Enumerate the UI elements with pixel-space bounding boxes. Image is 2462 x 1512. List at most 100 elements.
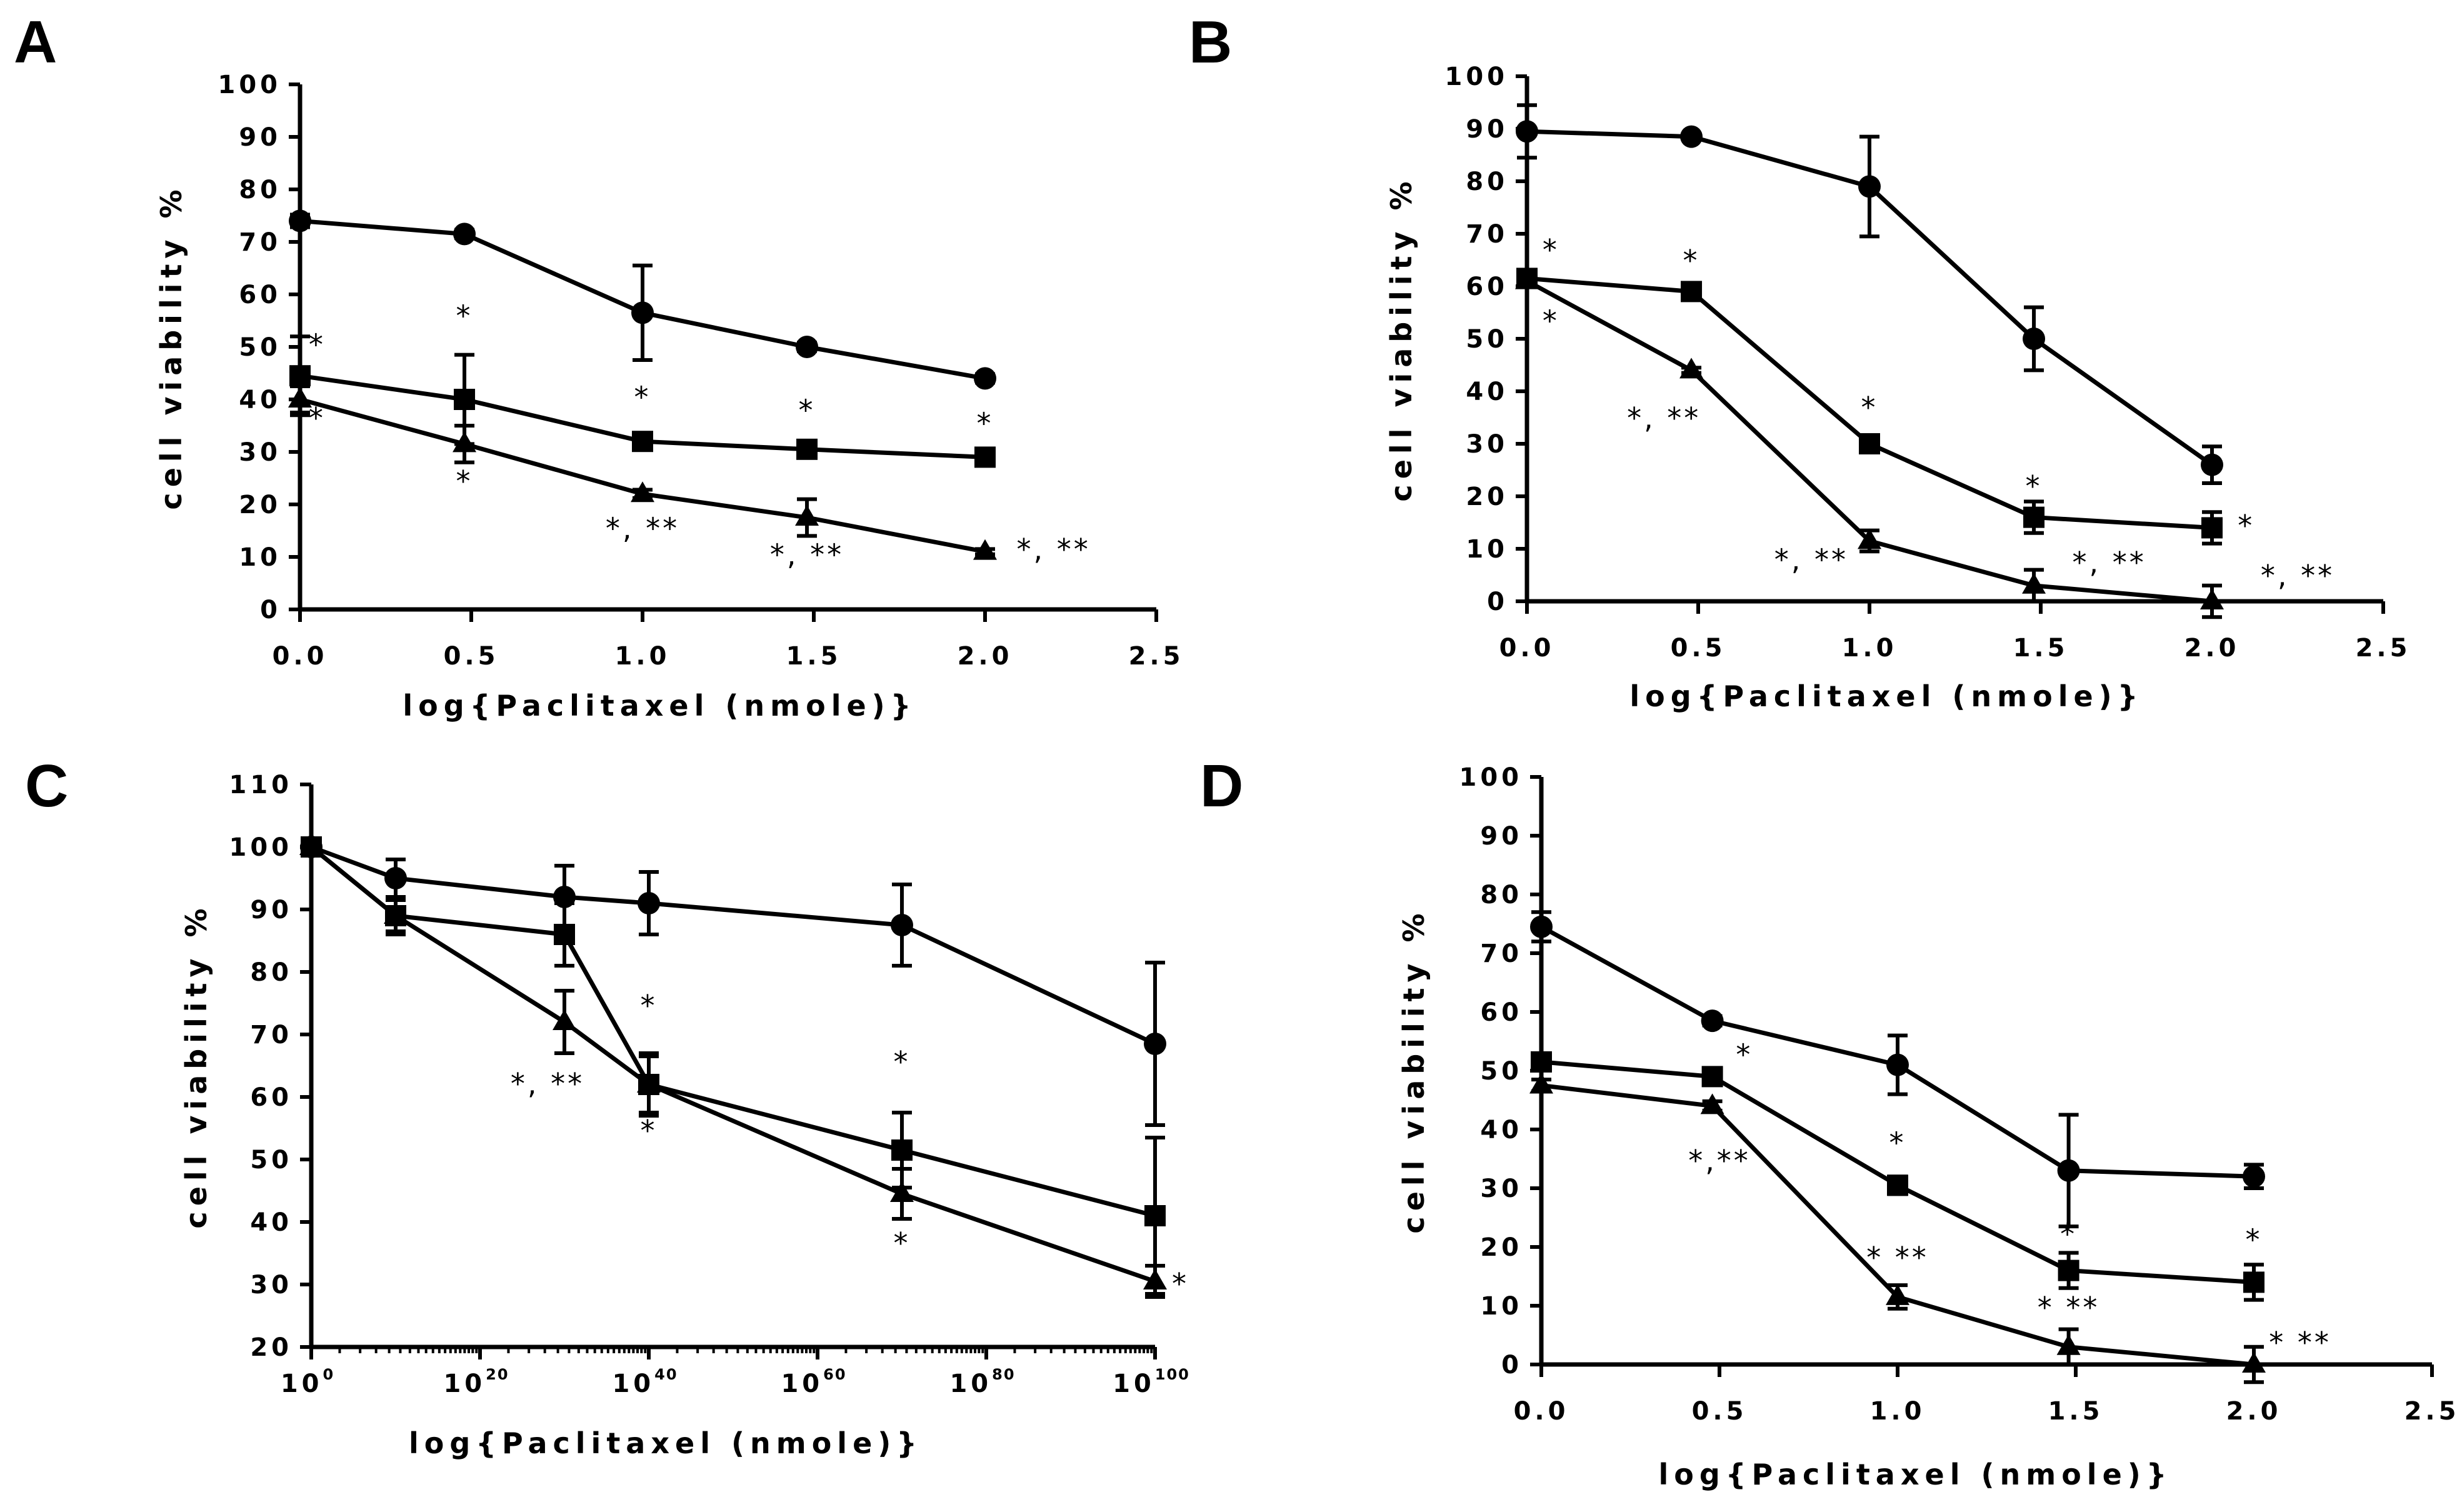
series-circle — [300, 836, 1166, 1127]
y-tick-label: 90 — [239, 123, 281, 152]
data-point-circle — [631, 301, 654, 324]
data-point-triangle — [299, 834, 323, 855]
y-tick-label: 0 — [260, 596, 281, 624]
significance-annotation: * — [641, 989, 658, 1023]
x-tick-exponent: 100 — [1155, 1366, 1190, 1383]
x-tick-exponent: 40 — [654, 1366, 678, 1383]
significance-annotation: * — [1543, 304, 1559, 338]
data-point-circle — [289, 209, 311, 233]
y-tick-label: 90 — [1466, 115, 1508, 144]
data-point-circle — [1680, 125, 1703, 148]
significance-annotation: *, ** — [2261, 559, 2334, 593]
data-point-circle — [1144, 1033, 1166, 1055]
significance-annotation: * ** — [2038, 1291, 2100, 1324]
series-circle — [289, 209, 996, 390]
data-point-triangle — [1858, 528, 1881, 549]
data-point-triangle — [2022, 573, 2046, 594]
significance-annotation: * ** — [2269, 1326, 2331, 1359]
series-line-square — [309, 845, 1156, 1218]
y-tick-label: 80 — [239, 176, 281, 204]
data-point-square — [632, 431, 653, 453]
y-tick-label: 0 — [1501, 1351, 1523, 1379]
data-point-square — [974, 446, 996, 468]
y-tick-label: 80 — [1480, 881, 1523, 909]
data-point-square — [289, 365, 311, 387]
y-tick-label: 90 — [250, 896, 293, 924]
y-tick-label: 90 — [1480, 822, 1523, 851]
data-point-square — [1681, 281, 1703, 303]
y-tick-label: 30 — [250, 1271, 293, 1299]
data-point-triangle — [795, 505, 819, 526]
x-tick-label: 0.5 — [1671, 634, 1726, 663]
data-point-triangle — [2056, 1334, 2081, 1355]
x-tick-label: 0.0 — [1499, 634, 1555, 663]
x-tick-label: 2.0 — [2226, 1397, 2282, 1426]
data-point-square — [796, 438, 818, 460]
significance-annotation: * — [2238, 509, 2254, 543]
significance-annotation: * — [977, 407, 994, 441]
data-point-triangle — [384, 903, 408, 924]
significance-annotation: * — [1861, 391, 1878, 424]
y-tick-label: 70 — [1480, 939, 1523, 968]
data-point-square — [1859, 433, 1880, 454]
y-tick-label: 10 — [1480, 1292, 1523, 1321]
data-point-circle — [1701, 1009, 1724, 1033]
x-axis-title: log{Paclitaxel (nmole)} — [1629, 679, 2143, 713]
y-axis-title: cell viability % — [179, 903, 213, 1228]
significance-annotation: *, ** — [770, 538, 844, 572]
data-point-triangle — [1679, 358, 1704, 379]
y-tick-label: 60 — [1466, 273, 1508, 301]
data-point-square — [891, 1139, 913, 1161]
y-tick-label: 60 — [1480, 998, 1523, 1027]
data-point-square — [1701, 1066, 1723, 1088]
y-tick-label: 50 — [239, 333, 281, 362]
data-point-triangle — [1515, 268, 1539, 289]
data-point-square — [2243, 1271, 2264, 1293]
data-point-square — [2058, 1259, 2079, 1281]
data-point-circle — [638, 892, 660, 914]
data-point-triangle — [890, 1181, 914, 1202]
x-tick-label: 0.5 — [1692, 1397, 1748, 1426]
significance-annotation: * — [2246, 1223, 2263, 1257]
x-tick-label: 1.5 — [2013, 634, 2069, 663]
x-tick-label: 0.5 — [444, 642, 499, 671]
y-tick-label: 30 — [1466, 430, 1508, 459]
y-tick-label: 100 — [218, 71, 282, 99]
data-point-circle — [1516, 120, 1538, 143]
x-tick-label: 2.0 — [2184, 634, 2240, 663]
significance-annotation: * — [1172, 1267, 1189, 1301]
data-point-triangle — [637, 1072, 661, 1093]
y-tick-label: 100 — [1459, 763, 1523, 792]
data-point-circle — [453, 223, 476, 246]
x-tick-exponent: 60 — [823, 1366, 846, 1383]
significance-annotation: * — [894, 1045, 911, 1079]
x-tick-label: 1060 — [781, 1366, 846, 1398]
series-square — [301, 836, 1166, 1296]
data-point-triangle — [288, 387, 312, 408]
significance-annotation: * — [1889, 1126, 1906, 1160]
y-tick-label: 0 — [1487, 588, 1508, 616]
significance-annotation: * — [456, 464, 473, 498]
significance-annotation: * — [1543, 233, 1559, 267]
y-tick-label: 10 — [1466, 535, 1508, 564]
x-tick-label: 2.5 — [2404, 1397, 2460, 1426]
x-axis-title: log{Paclitaxel (nmole)} — [1658, 1458, 2172, 1491]
significance-annotation: * — [309, 401, 326, 435]
x-tick-label: 1.0 — [1870, 1397, 1926, 1426]
y-tick-label: 60 — [239, 281, 281, 309]
significance-annotation: * — [309, 328, 326, 362]
significance-annotation: * — [2060, 1217, 2077, 1251]
series-square — [1531, 1051, 2264, 1302]
y-tick-label: 40 — [1466, 378, 1508, 406]
y-tick-label: 80 — [250, 958, 293, 987]
y-tick-label: 20 — [239, 491, 281, 519]
x-tick-label: 0.0 — [273, 642, 328, 671]
series-triangle — [288, 384, 997, 560]
data-point-square — [2023, 506, 2045, 528]
x-tick-base: 10 — [949, 1369, 992, 1398]
data-point-triangle — [453, 431, 477, 453]
significance-annotation: * ** — [1866, 1241, 1929, 1274]
significance-annotation: * — [456, 299, 473, 333]
y-tick-label: 70 — [239, 228, 281, 257]
